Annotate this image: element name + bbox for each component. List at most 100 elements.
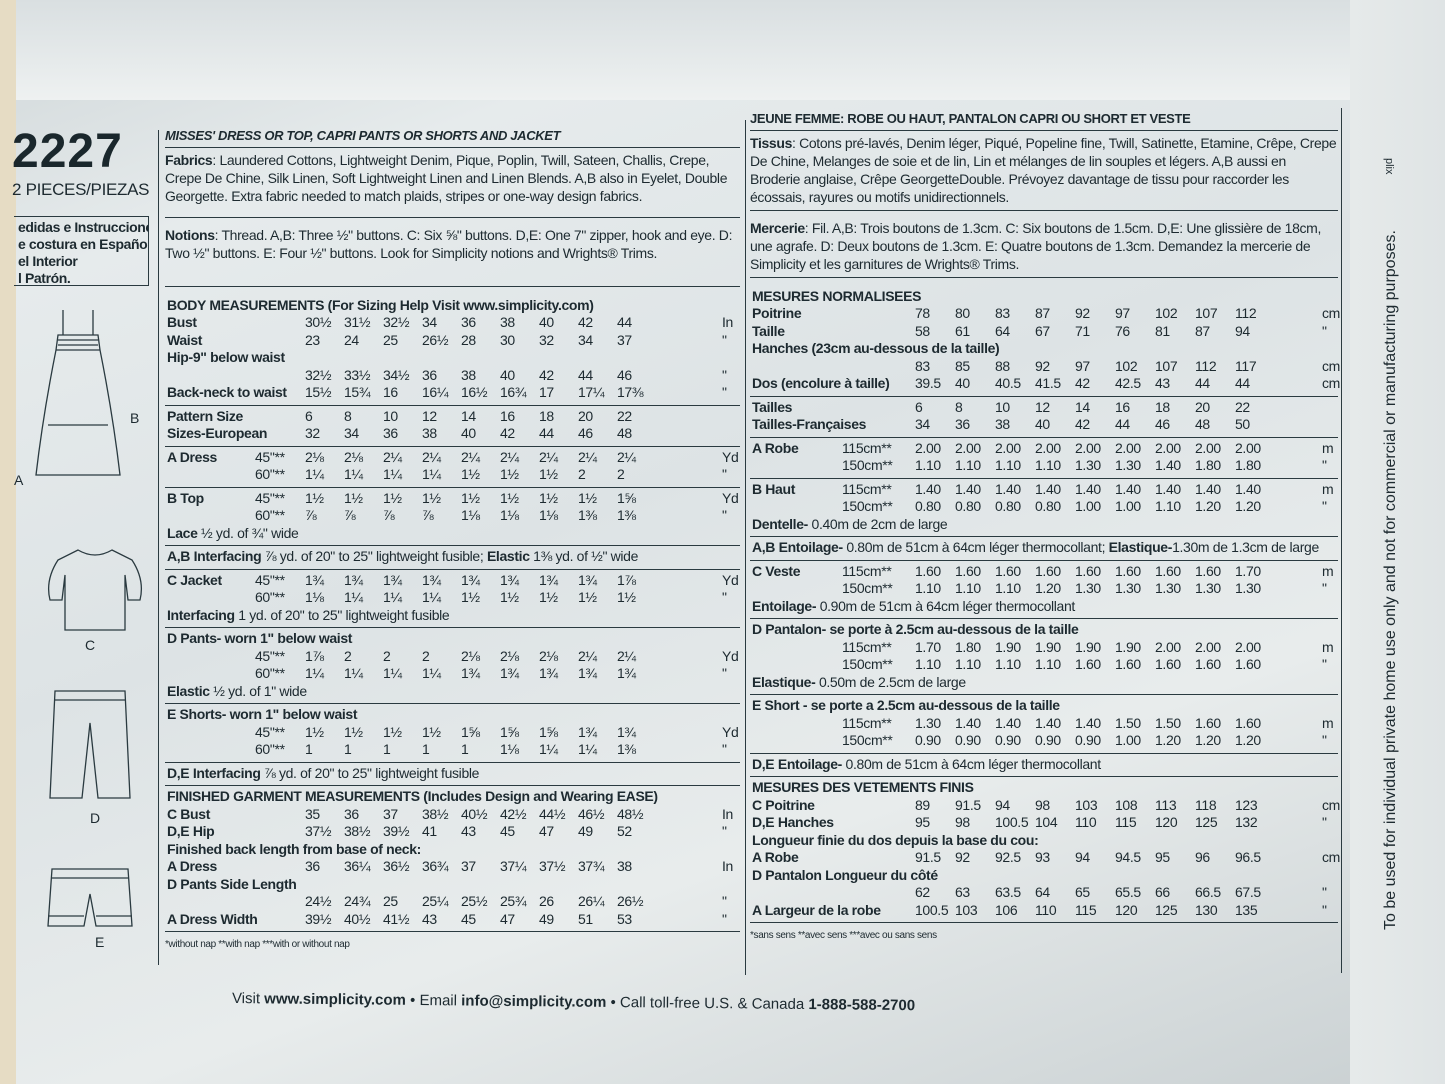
unit-label: Yd [722,647,739,664]
size-value: 65 [1075,884,1090,900]
size-value: 1.60 [1195,656,1221,672]
size-value: 98 [1035,796,1050,813]
size-value: 34 [422,314,437,330]
size-value: 1.40 [1195,480,1221,497]
size-value: 25 [383,331,398,348]
note-text: 0.50m de 2.5cm de large [815,673,966,690]
size-value: 12 [1035,398,1050,415]
size-value: 52 [617,823,632,839]
size-value: 20 [1195,398,1210,415]
row-label: Poitrine [752,305,802,321]
size-value: 24¾ [344,893,371,909]
size-value: 1½ [383,489,402,506]
table-row: Finished back length from base of neck: [165,841,740,859]
fabric-width: 115cm** [842,480,892,497]
size-value: 41½ [383,910,410,927]
size-value: 107 [1155,357,1178,374]
size-value: 43 [1155,375,1170,391]
table-group: D,E Interfacing ⅞ yd. of 20" to 25" ligh… [165,763,740,786]
size-value: 2 [344,647,352,664]
size-value: 64 [995,322,1010,339]
size-value: 0.90 [915,732,941,748]
pattern-number: 2227 [12,125,123,178]
row-label: C Poitrine [752,796,815,813]
size-value: 24 [344,331,359,348]
table-row: A Dress 45"** 2⅛ 2⅛ 2¼ 2¼ 2¼ 2¼ 2¼ 2¼ 2¼ Yd [165,449,740,467]
note-text: ½ yd. of ¾" wide [197,524,299,541]
table-row: Tailles 6 8 10 12 14 16 18 20 22 [750,399,1338,417]
size-value: 36¾ [422,858,449,874]
size-value: 0.90 [1035,732,1061,748]
size-value: 40½ [461,805,488,822]
size-value: 1½ [383,723,402,740]
size-value: 1.70 [915,638,941,655]
size-value: 1¾ [305,571,324,588]
table-row: Elastic ½ yd. of 1" wide [165,683,740,701]
size-value: 16¾ [500,384,527,400]
size-value: 1½ [461,589,480,605]
size-value: 63 [955,884,970,900]
size-value: 17¼ [578,384,605,400]
size-value: 98 [955,814,970,830]
fabrics-text: : Laundered Cottons, Lightweight Denim, … [165,151,728,204]
size-value: 1.60 [1075,656,1101,672]
size-value: 37¾ [578,858,605,874]
size-value: 1.10 [955,580,981,596]
size-value: 1⅝ [500,723,519,740]
size-value: 38½ [422,805,449,822]
size-value: 1¼ [539,741,558,757]
size-value: 1.60 [1235,714,1261,731]
english-notions: Notions: Thread. A,B: Three ½" buttons. … [165,226,740,287]
size-value: 32 [305,425,320,441]
size-value: 91.5 [955,796,981,813]
size-value: 83 [995,305,1010,321]
size-value: 26½ [422,331,449,348]
size-value: 1.20 [1195,498,1221,514]
note-text: ½ yd. of 1" wide [209,682,307,699]
size-value: 44 [617,314,632,330]
row-label: Waist [167,331,203,348]
size-value: 34 [344,425,359,441]
fabric-width: 150cm** [842,498,893,514]
size-value: 1¼ [305,665,324,681]
unit-label: " [1322,656,1327,672]
size-value: 25 [383,893,398,909]
size-value: 1½ [500,489,519,506]
size-value: 1⅛ [539,507,558,523]
size-value: 42½ [500,805,527,822]
size-value: 36 [383,425,398,441]
table-row: 150cm** 1.10 1.10 1.10 1.10 1.30 1.30 1.40 1.80 1… [750,457,1338,475]
row-label: D,E Hip [167,823,215,839]
size-value: 40½ [344,910,371,927]
size-value: 1.20 [1035,580,1061,596]
size-value: 1.10 [995,580,1021,596]
unit-label: In [722,805,733,822]
size-value: 1¼ [422,589,441,605]
size-value: 15½ [305,384,332,400]
row-label: FINISHED GARMENT MEASUREMENTS (Includes … [167,788,658,804]
website-link[interactable]: www.simplicity.com [264,990,407,1009]
unit-label: " [1322,580,1327,596]
size-value: 100.5 [995,814,1029,830]
size-value: 40 [539,314,554,330]
unit-label: " [722,665,727,681]
size-value: 1.80 [1195,457,1221,473]
fabric-width: 60"** [255,741,285,757]
note-label: Dentelle- [752,515,808,532]
size-value: 1¾ [500,665,519,681]
email-link[interactable]: info@simplicity.com [461,992,607,1011]
size-value: 43 [461,823,476,839]
size-value: 1¼ [422,466,441,482]
table-row: E Short - se porte a 2.5cm au-dessous de… [750,697,1338,715]
table-row: C Poitrine 89 91.5 94 98 103 108 113 118 123 cm [750,796,1340,815]
size-value: 2¼ [500,448,519,465]
size-value: 1¼ [383,665,402,681]
size-value: 135 [1235,901,1258,918]
size-value: 1⅛ [500,741,519,757]
size-value: 1⅝ [617,489,636,506]
size-value: 10 [383,407,398,424]
unit-label: " [722,893,727,909]
size-value: 35 [305,805,320,822]
table-row: Taille 58 61 64 67 71 76 81 87 94 " [750,323,1338,341]
size-value: 6 [305,407,313,424]
